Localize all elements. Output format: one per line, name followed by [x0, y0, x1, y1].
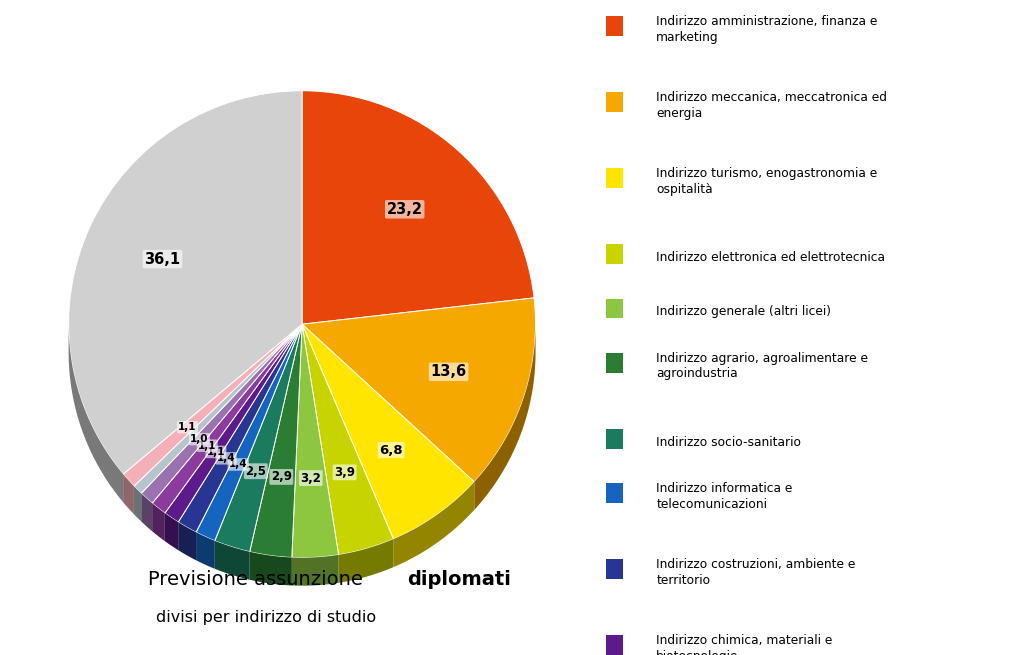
FancyBboxPatch shape: [606, 635, 623, 655]
Polygon shape: [165, 513, 178, 550]
Text: 1,1: 1,1: [207, 447, 225, 457]
Wedge shape: [178, 324, 302, 533]
Text: 6,8: 6,8: [379, 443, 402, 457]
FancyBboxPatch shape: [606, 92, 623, 112]
Polygon shape: [196, 533, 215, 569]
FancyBboxPatch shape: [606, 559, 623, 579]
Text: 23,2: 23,2: [387, 202, 423, 217]
Text: 2,9: 2,9: [270, 470, 292, 483]
Wedge shape: [302, 298, 536, 482]
FancyBboxPatch shape: [606, 353, 623, 373]
Text: divisi per indirizzo di studio: divisi per indirizzo di studio: [157, 610, 376, 624]
Wedge shape: [196, 324, 302, 541]
FancyBboxPatch shape: [606, 483, 623, 503]
FancyBboxPatch shape: [606, 16, 623, 36]
Polygon shape: [141, 493, 153, 531]
FancyBboxPatch shape: [606, 299, 623, 318]
Wedge shape: [215, 324, 302, 552]
Wedge shape: [292, 324, 339, 557]
Text: 3,2: 3,2: [300, 472, 322, 485]
Text: Indirizzo agrario, agroalimentare e
agroindustria: Indirizzo agrario, agroalimentare e agro…: [656, 352, 868, 381]
Wedge shape: [141, 324, 302, 503]
Wedge shape: [123, 324, 302, 486]
Polygon shape: [123, 474, 134, 514]
Polygon shape: [178, 522, 196, 560]
Text: 36,1: 36,1: [144, 252, 180, 267]
Text: 1,4: 1,4: [217, 453, 236, 463]
FancyBboxPatch shape: [606, 429, 623, 449]
Polygon shape: [215, 541, 250, 580]
Polygon shape: [134, 486, 141, 521]
Text: 1,0: 1,0: [190, 434, 209, 444]
Text: 1,1: 1,1: [178, 422, 197, 432]
Text: 3,9: 3,9: [334, 466, 355, 479]
Text: 1,1: 1,1: [198, 441, 216, 451]
Wedge shape: [250, 324, 302, 557]
Text: Indirizzo elettronica ed elettrotecnica: Indirizzo elettronica ed elettrotecnica: [656, 251, 886, 264]
Text: Previsione assunzione: Previsione assunzione: [148, 570, 370, 590]
Text: Indirizzo chimica, materiali e
biotecnologie: Indirizzo chimica, materiali e biotecnol…: [656, 634, 833, 655]
Polygon shape: [292, 555, 339, 586]
Text: Indirizzo turismo, enogastronomia e
ospitalità: Indirizzo turismo, enogastronomia e ospi…: [656, 167, 878, 196]
Polygon shape: [339, 539, 393, 583]
Wedge shape: [165, 324, 302, 522]
Text: 2,5: 2,5: [246, 464, 266, 477]
Wedge shape: [302, 324, 474, 539]
Text: Indirizzo amministrazione, finanza e
marketing: Indirizzo amministrazione, finanza e mar…: [656, 15, 878, 44]
Wedge shape: [69, 91, 302, 474]
Polygon shape: [250, 552, 292, 586]
Text: Indirizzo socio-sanitario: Indirizzo socio-sanitario: [656, 436, 801, 449]
Polygon shape: [393, 482, 474, 567]
Wedge shape: [302, 324, 393, 555]
Text: Indirizzo costruzioni, ambiente e
territorio: Indirizzo costruzioni, ambiente e territ…: [656, 558, 856, 587]
Polygon shape: [69, 326, 123, 502]
Wedge shape: [302, 91, 535, 324]
Polygon shape: [474, 326, 536, 510]
Text: 1,4: 1,4: [229, 459, 248, 470]
Text: Indirizzo generale (altri licei): Indirizzo generale (altri licei): [656, 305, 831, 318]
FancyBboxPatch shape: [606, 168, 623, 188]
Text: 13,6: 13,6: [430, 364, 467, 379]
Text: diplomati: diplomati: [408, 570, 511, 590]
Wedge shape: [153, 324, 302, 513]
Wedge shape: [134, 324, 302, 493]
Text: Indirizzo informatica e
telecomunicazioni: Indirizzo informatica e telecomunicazion…: [656, 482, 793, 511]
FancyBboxPatch shape: [606, 244, 623, 264]
Polygon shape: [153, 503, 165, 541]
Text: Indirizzo meccanica, meccatronica ed
energia: Indirizzo meccanica, meccatronica ed ene…: [656, 91, 887, 120]
